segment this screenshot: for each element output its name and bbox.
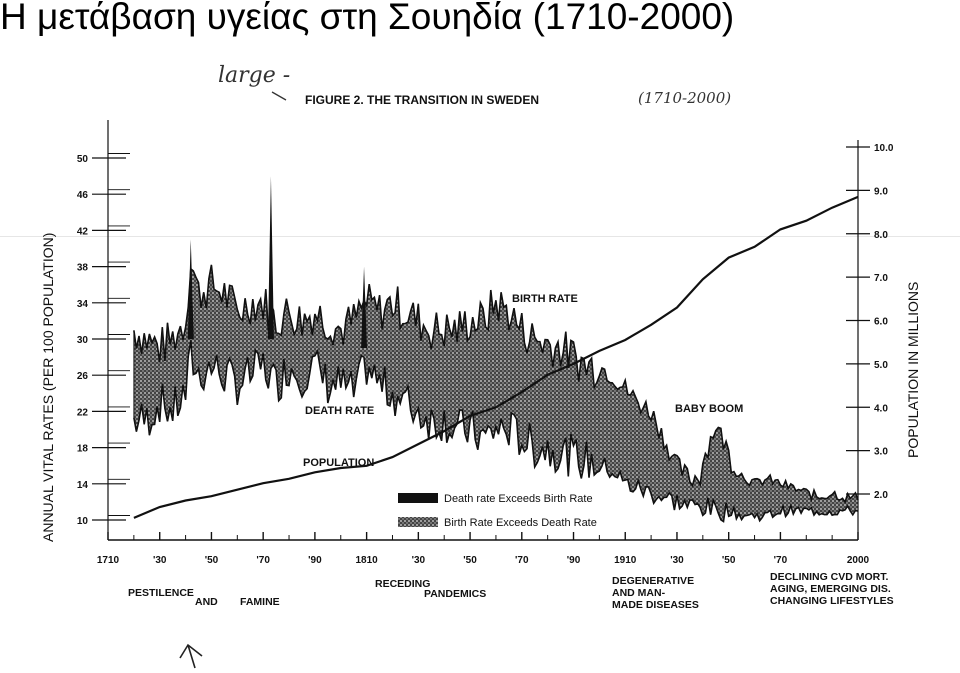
x-tick-label: '30 [153,555,167,566]
left-tick-label: 18 [77,444,89,455]
left-tick-label: 34 [77,299,89,310]
era-label-made-diseases: MADE DISEASES [612,599,699,611]
left-tick-label: 46 [77,190,89,201]
x-tick-label: '90 [567,555,581,566]
right-axis-ticks: 2.0 3.0 4.0 5.0 6.0 7.0 8.0 9.0 10.0 [846,143,894,501]
x-tick-label: '70 [256,555,270,566]
x-tick-label: '50 [463,555,477,566]
x-tick-label: '50 [722,555,736,566]
right-tick-label: 3.0 [874,447,888,458]
right-tick-label: 7.0 [874,273,888,284]
annotation-population: POPULATION [303,457,374,469]
era-label-pandemics: PANDEMICS [424,588,486,600]
right-tick-label: 10.0 [874,143,894,154]
x-tick-label: 1710 [97,555,120,566]
left-tick-label: 26 [77,371,89,382]
right-axis-title: POPULATION IN MILLIONS [905,282,921,458]
annotation-birth-rate: BIRTH RATE [512,293,578,305]
legend-label-death-exceeds: Death rate Exceeds Birth Rate [444,493,593,505]
x-tick-label: '30 [412,555,426,566]
right-tick-label: 4.0 [874,403,888,414]
x-tick-label: '70 [515,555,529,566]
right-tick-label: 6.0 [874,317,888,328]
left-tick-label: 38 [77,263,89,274]
rate-gap-bands [133,264,859,523]
left-axis-title: ANNUAL VITAL RATES (PER 100 POPULATION) [40,233,56,542]
left-tick-label: 22 [77,407,89,418]
handwritten-bracket: (1710-2000) [638,89,731,107]
x-tick-label: 2000 [847,555,870,566]
guide-line [0,236,960,237]
x-tick-label: '30 [670,555,684,566]
era-label-and-man: AND MAN- [612,587,666,599]
legend-label-birth-exceeds: Birth Rate Exceeds Death Rate [444,517,597,529]
right-tick-label: 9.0 [874,186,888,197]
right-tick-label: 2.0 [874,490,888,501]
left-tick-label: 42 [77,226,89,237]
x-tick-label: 1810 [355,555,378,566]
left-tick-label: 10 [77,516,89,527]
x-tick-label: 1910 [614,555,637,566]
mortality-spike-1772 [267,176,274,339]
x-tick-label: '70 [774,555,788,566]
x-tick-label: '50 [205,555,219,566]
annotation-death-rate: DEATH RATE [305,405,374,417]
left-tick-label: 14 [77,480,89,491]
legend-swatch-stipple [398,517,438,527]
era-label-pestilence: PESTILENCE [128,587,194,599]
annotation-baby-boom: BABY BOOM [675,403,743,415]
era-label-lifestyles: CHANGING LIFESTYLES [770,595,894,607]
handwritten-note: large - [218,63,290,88]
mortality-spike-1809 [361,266,368,349]
handwritten-up-arrow [179,643,203,669]
slide-title: Η μετάβαση υγείας στη Σουηδία (1710-2000… [0,0,735,37]
era-label-aging: AGING, EMERGING DIS. [770,583,891,595]
x-tick-label: '90 [308,555,322,566]
figure-title: FIGURE 2. THE TRANSITION IN SWEDEN [305,93,539,107]
left-tick-label: 30 [77,335,89,346]
death-rate-line [133,340,859,523]
x-axis-ticks: 1710 '30 '50 '70 '90 1810 '30 '50 '70 '90 1910 '30 '… [97,532,870,566]
mortality-spike-1742 [187,239,194,339]
birth-rate-line [133,264,859,504]
population-line [133,195,859,519]
era-label-receding: RECEDING [375,578,430,590]
era-label-famine: FAMINE [240,596,280,608]
handwritten-arrow-stroke [271,91,287,101]
left-axis-ticks: 10 14 18 22 26 30 34 38 42 46 50 [77,153,130,527]
era-label-declining-cvd: DECLINING CVD MORT. [770,571,889,583]
right-tick-label: 5.0 [874,360,888,371]
legend-swatch-solid [398,493,438,503]
era-label-degenerative: DEGENERATIVE [612,575,694,587]
right-tick-label: 8.0 [874,230,888,241]
era-label-and: AND [195,596,218,608]
left-tick-label: 50 [77,154,89,165]
